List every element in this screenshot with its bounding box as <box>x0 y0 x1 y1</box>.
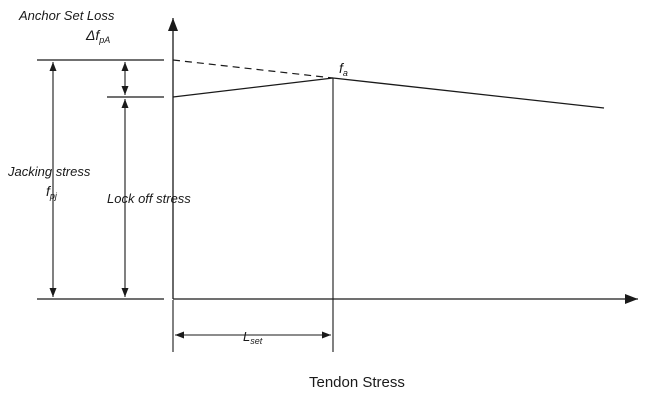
jacking-stress-label: Jacking stress <box>7 164 91 179</box>
lset-main: L <box>243 329 250 344</box>
delta-fpa-sub: pA <box>98 35 110 45</box>
fa-sub: a <box>343 68 348 78</box>
fa-main: f <box>339 60 345 76</box>
anchor-set-stress-line <box>172 77 334 98</box>
anchor-set-loss-label: Anchor Set Loss <box>18 8 115 23</box>
delta-fpa-label: ΔfpA <box>85 27 110 45</box>
lset-label: Lset <box>243 329 263 346</box>
friction-loss-stress-line <box>332 77 605 109</box>
fpj-label: fpj <box>46 183 58 201</box>
lock-off-stress-label: Lock off stress <box>107 191 191 206</box>
fa-label: fa <box>339 60 348 78</box>
x-axis-title: Tendon Stress <box>309 374 405 391</box>
lset-sub: set <box>250 336 263 346</box>
fpj-main: f <box>46 183 52 199</box>
fpj-sub: pj <box>49 191 58 201</box>
delta-fpa-main: Δf <box>85 27 101 43</box>
initial-stress-dashed-line <box>172 59 334 79</box>
